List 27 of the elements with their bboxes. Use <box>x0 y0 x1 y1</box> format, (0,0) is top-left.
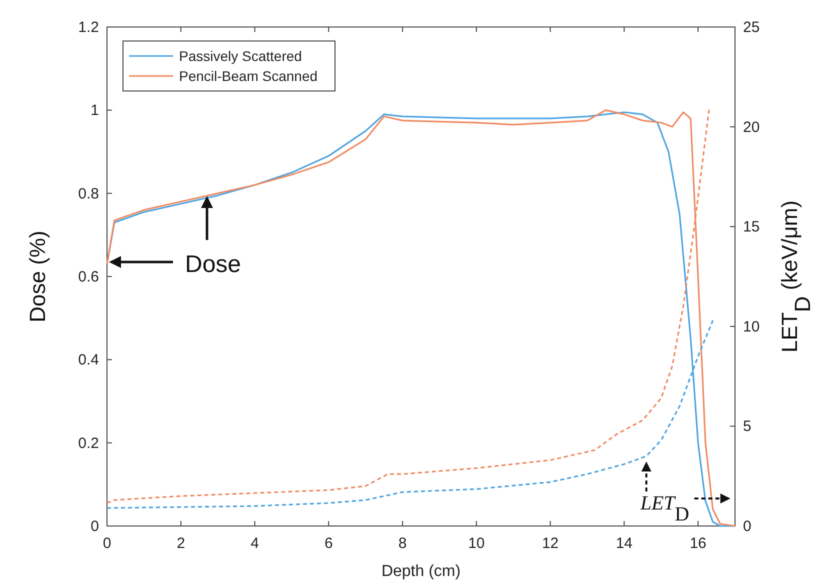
legend-label: Pencil-Beam Scanned <box>179 68 318 84</box>
y2-tick-label: 20 <box>743 118 760 136</box>
y-tick-label: 0.8 <box>78 185 99 202</box>
x-tick-label: 4 <box>250 535 259 552</box>
y-tick-label: 0 <box>90 518 99 535</box>
y2-tick-label: 0 <box>743 518 752 535</box>
x-tick-label: 8 <box>398 535 407 552</box>
x-tick-label: 12 <box>542 535 559 552</box>
x-tick-label: 0 <box>102 535 112 552</box>
annotation: Dose <box>185 251 242 278</box>
x-tick-label: 2 <box>176 535 186 552</box>
y-tick-label: 0.4 <box>78 352 99 369</box>
y2-tick-label: 25 <box>743 19 760 36</box>
y2-tick-label: 5 <box>743 418 752 436</box>
y-tick-label: 0.2 <box>78 434 99 452</box>
y-tick-label: 0.6 <box>78 268 99 286</box>
legend-label: Passively Scattered <box>179 48 302 64</box>
y2-tick-label: 10 <box>743 318 760 336</box>
x-tick-label: 16 <box>690 535 706 552</box>
y2-tick-label: 15 <box>743 218 760 236</box>
x-tick-label: 14 <box>616 535 633 552</box>
x-tick-label: 6 <box>324 535 333 552</box>
y-tick-label: 1 <box>90 102 99 120</box>
y-tick-label: 1.2 <box>78 19 99 36</box>
x-tick-label: 10 <box>468 535 485 552</box>
y-axis-title: Dose (%) <box>25 230 50 322</box>
x-axis-title: Depth (cm) <box>381 563 461 580</box>
